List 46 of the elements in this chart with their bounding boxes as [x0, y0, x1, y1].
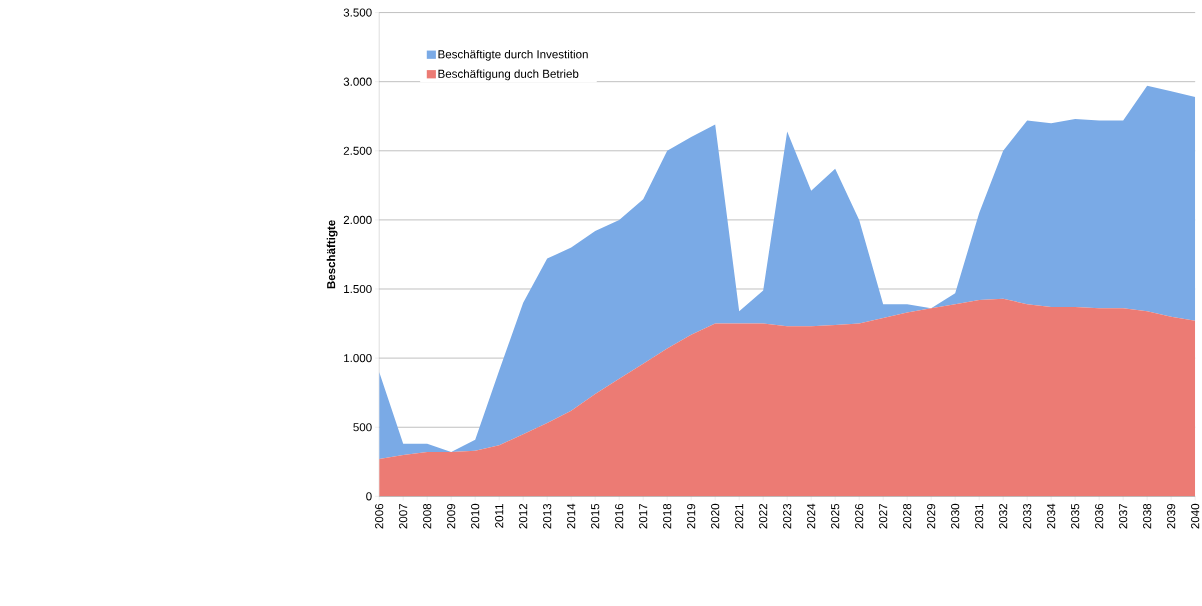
x-tick-label: 2036 — [1095, 504, 1104, 529]
x-tick-label: 2011 — [495, 504, 504, 528]
x-tick-label: 2029 — [927, 504, 936, 529]
y-tick-label: 3.000 — [343, 77, 372, 86]
x-tick-label: 2033 — [1023, 504, 1032, 529]
x-tick-label: 2023 — [783, 504, 792, 529]
x-tick-label: 2016 — [615, 504, 624, 529]
x-tick-label: 2035 — [1071, 504, 1080, 529]
x-tick-label: 2024 — [807, 503, 816, 529]
x-tick-label: 2012 — [519, 504, 528, 529]
x-tick-label: 2006 — [375, 504, 384, 529]
x-tick-label: 2026 — [855, 504, 864, 529]
x-tick-label: 2022 — [759, 504, 768, 529]
x-tick-label: 2018 — [663, 504, 672, 529]
x-tick-label: 2010 — [471, 504, 480, 529]
x-tick-label: 2032 — [999, 504, 1008, 529]
x-tick-label: 2017 — [639, 504, 648, 529]
x-tick-label: 2030 — [951, 504, 960, 529]
y-tick-label: 1.000 — [344, 354, 372, 363]
x-tick-label: 2027 — [879, 504, 888, 529]
x-tick-label: 2008 — [423, 504, 432, 529]
y-axis-title: Beschäftigte — [326, 220, 338, 289]
x-tick-label: 2020 — [711, 504, 720, 529]
x-tick-label: 2031 — [975, 504, 984, 529]
y-tick-label: 2.000 — [343, 216, 372, 225]
legend-label: Beschäftigung duch Betrieb — [438, 69, 579, 81]
x-tick-label: 2019 — [687, 504, 696, 529]
x-tick-label: 2009 — [447, 504, 456, 529]
x-tick-label: 2037 — [1119, 504, 1128, 529]
x-tick-label: 2039 — [1167, 504, 1176, 529]
x-tick-label: 2007 — [399, 504, 408, 529]
y-tick-label: 2.500 — [343, 146, 372, 156]
x-tick-label: 2015 — [591, 504, 600, 529]
x-tick-label: 2034 — [1047, 503, 1056, 529]
x-tick-label: 2021 — [735, 504, 744, 529]
x-tick-label: 2038 — [1143, 504, 1152, 529]
x-tick-label: 2040 — [1191, 504, 1200, 529]
y-tick-label: 0 — [366, 492, 372, 501]
y-tick-label: 3.500 — [343, 8, 372, 17]
y-tick-label: 1.500 — [344, 285, 372, 294]
x-tick-label: 2013 — [543, 504, 552, 529]
y-tick-label: 500 — [353, 423, 372, 432]
x-tick-label: 2025 — [831, 504, 840, 529]
x-tick-label: 2028 — [903, 504, 912, 529]
legend-label: Beschäftigte durch Investition — [438, 50, 588, 61]
x-tick-label: 2014 — [567, 503, 576, 529]
